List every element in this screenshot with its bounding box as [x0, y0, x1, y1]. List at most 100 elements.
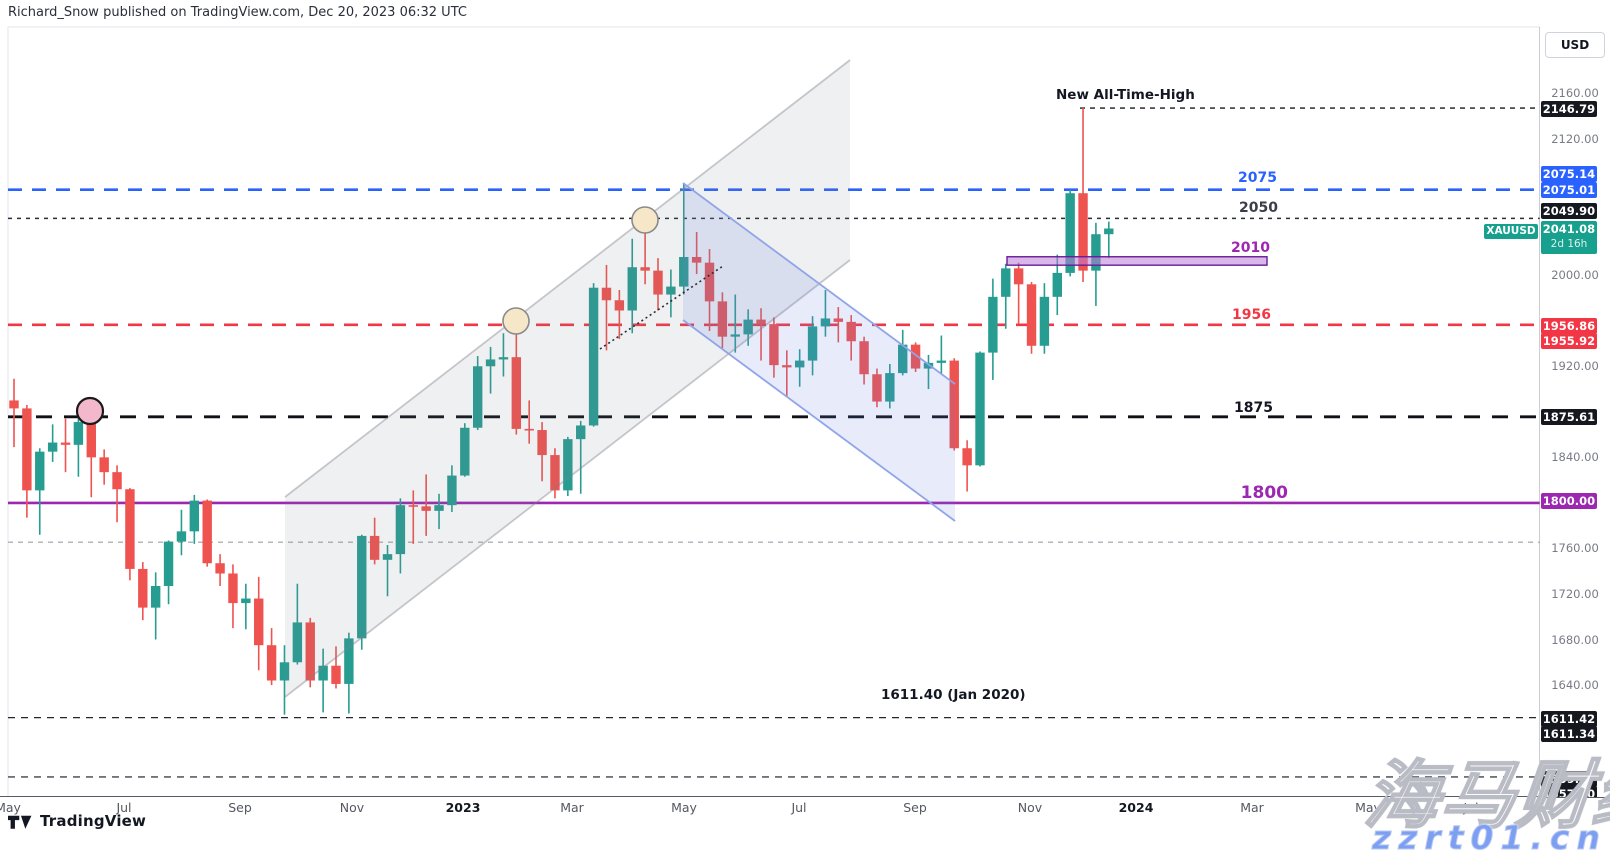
candle [1026, 282, 1037, 354]
candle [898, 329, 908, 376]
candle [717, 292, 728, 349]
time-axis-label: 2024 [1118, 800, 1154, 815]
label-2075: 2075 [1238, 170, 1277, 186]
candle [743, 309, 753, 346]
time-axis-label: Mar [1240, 800, 1264, 815]
candle-body [434, 505, 444, 511]
candle [241, 583, 251, 630]
ascending-channel-gray-fill [285, 60, 850, 697]
price-badge: 1611.34 [1541, 726, 1597, 742]
candle [125, 488, 135, 581]
candle-body [550, 455, 560, 491]
candle [537, 422, 547, 482]
candle-body [189, 500, 200, 532]
candle-body [60, 442, 71, 445]
candle-body [743, 319, 753, 335]
candle [421, 474, 431, 536]
candle-body [73, 422, 84, 445]
candle [344, 632, 354, 714]
candle-body [653, 270, 663, 295]
price-axis[interactable]: USD 2160.00 2120.00 2000.00 1920.00 1840.00 1… [1540, 27, 1610, 797]
candle [86, 411, 96, 498]
candle [202, 499, 212, 567]
candle [279, 645, 290, 715]
price-badge: 2049.90 [1541, 203, 1597, 219]
candle-body [421, 506, 431, 511]
candle-body [138, 568, 148, 608]
tradingview-attribution[interactable]: TradingView [8, 812, 146, 830]
candle [266, 628, 277, 686]
candle [794, 349, 805, 387]
axis-scale-label: 1840.00 [1551, 450, 1599, 465]
candle-body [1013, 268, 1024, 285]
zone-rect-2010 [1006, 256, 1268, 266]
candle [215, 554, 225, 587]
candle [704, 249, 715, 331]
currency-toggle-button[interactable]: USD [1545, 32, 1605, 58]
time-axis-label: Sep [228, 800, 252, 815]
candle-body [885, 373, 895, 402]
candle [1039, 283, 1050, 354]
candle [395, 498, 406, 574]
time-axis-label: 2023 [445, 800, 481, 815]
candle-body [1078, 193, 1088, 271]
candle-body [369, 535, 380, 560]
candle [782, 350, 792, 398]
candle-body [988, 296, 998, 353]
candle-body [331, 665, 341, 684]
candle-body [447, 475, 457, 506]
candle-body [357, 535, 367, 639]
candle [176, 509, 187, 556]
candle [22, 404, 32, 518]
label-2010: 2010 [1231, 240, 1270, 256]
label-1875: 1875 [1234, 400, 1273, 416]
candle [1013, 262, 1024, 325]
candle-body [756, 319, 766, 325]
candle [988, 278, 998, 380]
candle [369, 517, 380, 565]
candle-body [524, 428, 534, 431]
tradingview-logo-text: TradingView [40, 812, 147, 830]
candle-body [228, 573, 238, 604]
axis-scale-label: 2000.00 [1551, 268, 1599, 283]
candle-body [872, 374, 882, 402]
candle-body [1091, 234, 1101, 271]
candle [1001, 263, 1011, 329]
label-1800: 1800 [1241, 483, 1288, 503]
candle-body [22, 408, 32, 491]
candle-body [485, 359, 496, 367]
candle-body [241, 598, 251, 604]
candle [975, 351, 985, 467]
ascending-channel-gray-upper [284, 59, 851, 498]
price-badge: 2146.79 [1541, 101, 1597, 117]
time-axis-label: Jul [791, 800, 807, 815]
candle [550, 448, 560, 499]
tradingview-logo-icon [8, 815, 32, 829]
candle-body [691, 256, 702, 263]
price-badge: 1611.42 [1541, 711, 1597, 727]
label-1956: 1956 [1232, 307, 1271, 323]
axis-scale-label: 2160.00 [1551, 86, 1599, 101]
candle-body [86, 422, 96, 458]
time-axis-label: May [0, 800, 21, 815]
time-axis[interactable]: May Jul Sep Nov 2023 Mar May Jul Sep Nov 2024 Mar Ma… [0, 797, 1540, 819]
candle [1104, 221, 1114, 259]
candle [228, 564, 238, 629]
candle [846, 315, 856, 361]
candle-body [279, 662, 290, 681]
candle [138, 562, 148, 621]
candle [1078, 107, 1088, 283]
candle-body [125, 489, 135, 569]
candle-body [202, 500, 212, 564]
candle-body [150, 586, 161, 608]
price-badge: 2075.01 [1541, 182, 1597, 198]
marker-circle-cream-2 [631, 206, 659, 234]
candle [408, 490, 418, 544]
candle-body [9, 400, 19, 409]
candle [910, 342, 921, 372]
marker-circle-cream-1 [502, 307, 530, 335]
candle-body [936, 360, 947, 363]
candle-body [794, 360, 805, 368]
